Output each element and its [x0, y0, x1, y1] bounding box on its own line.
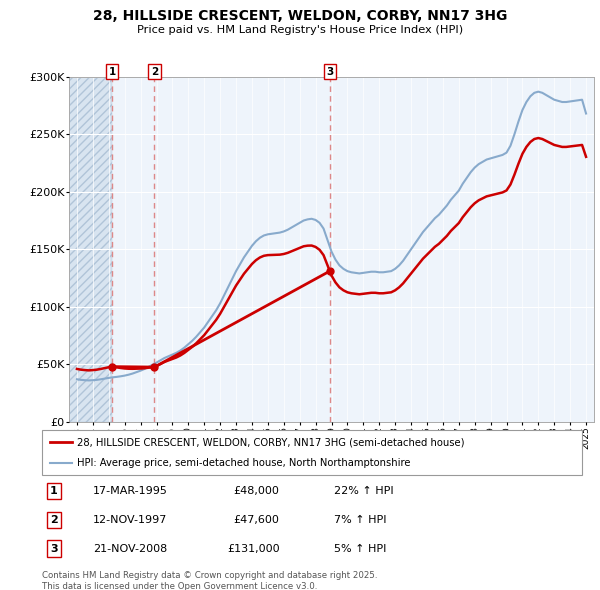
FancyBboxPatch shape: [42, 430, 582, 475]
Text: 1: 1: [109, 67, 116, 77]
Text: Contains HM Land Registry data © Crown copyright and database right 2025.
This d: Contains HM Land Registry data © Crown c…: [42, 571, 377, 590]
Text: 12-NOV-1997: 12-NOV-1997: [94, 515, 167, 525]
Text: Price paid vs. HM Land Registry's House Price Index (HPI): Price paid vs. HM Land Registry's House …: [137, 25, 463, 35]
Bar: [69, 77, 112, 422]
Text: 5% ↑ HPI: 5% ↑ HPI: [334, 543, 386, 553]
Text: 21-NOV-2008: 21-NOV-2008: [94, 543, 167, 553]
Text: £48,000: £48,000: [234, 486, 280, 496]
Text: 17-MAR-1995: 17-MAR-1995: [94, 486, 168, 496]
Text: 22% ↑ HPI: 22% ↑ HPI: [334, 486, 393, 496]
Text: 2: 2: [151, 67, 158, 77]
Text: 3: 3: [326, 67, 334, 77]
Text: 28, HILLSIDE CRESCENT, WELDON, CORBY, NN17 3HG: 28, HILLSIDE CRESCENT, WELDON, CORBY, NN…: [93, 9, 507, 23]
Text: £131,000: £131,000: [227, 543, 280, 553]
Text: 3: 3: [50, 543, 58, 553]
Text: £47,600: £47,600: [234, 515, 280, 525]
Text: 2: 2: [50, 515, 58, 525]
Text: HPI: Average price, semi-detached house, North Northamptonshire: HPI: Average price, semi-detached house,…: [77, 458, 410, 468]
Text: 7% ↑ HPI: 7% ↑ HPI: [334, 515, 386, 525]
Text: 1: 1: [50, 486, 58, 496]
Text: 28, HILLSIDE CRESCENT, WELDON, CORBY, NN17 3HG (semi-detached house): 28, HILLSIDE CRESCENT, WELDON, CORBY, NN…: [77, 437, 464, 447]
